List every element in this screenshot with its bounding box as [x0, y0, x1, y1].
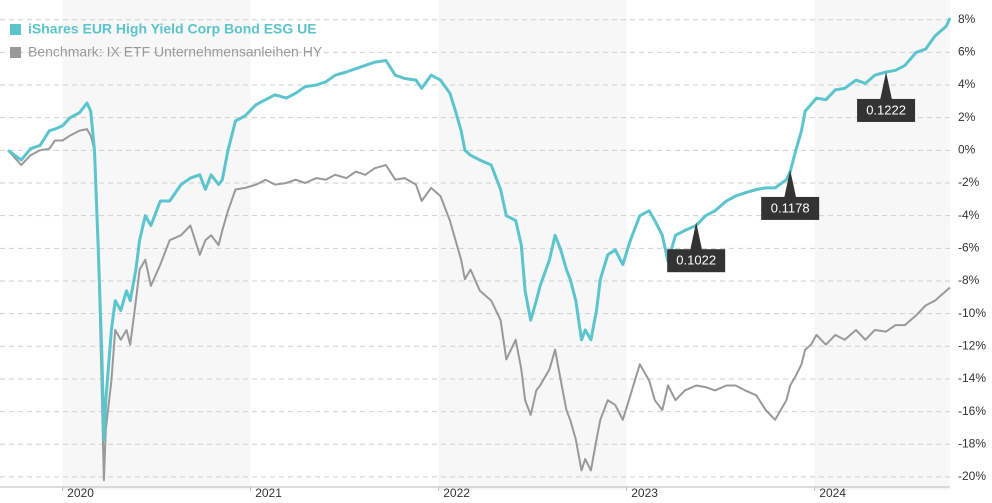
annotation-label: 0.1222 [866, 102, 906, 117]
y-tick-label: -4% [958, 208, 980, 222]
y-tick-label: -14% [958, 371, 986, 385]
annotation-pointer [880, 71, 893, 100]
y-tick-label: 2% [958, 110, 976, 124]
y-tick-label: 0% [958, 143, 976, 157]
x-tick-label: 2024 [819, 486, 846, 500]
annotation-label: 0.1178 [771, 200, 810, 215]
annotation-box [761, 196, 820, 220]
annotation-box [667, 249, 726, 273]
legend-label: iShares EUR High Yield Corp Bond ESG UE [28, 21, 317, 37]
x-tick-label: 2023 [631, 486, 658, 500]
annotation-label: 0.1022 [676, 253, 716, 268]
y-tick-label: -8% [958, 273, 980, 287]
y-tick-label: 6% [958, 45, 976, 59]
y-tick-label: -12% [958, 338, 986, 352]
y-tick-label: -6% [958, 240, 980, 254]
y-tick-label: -2% [958, 175, 980, 189]
year-band [438, 0, 627, 490]
year-band [814, 0, 950, 490]
annotation-pointer [784, 169, 797, 198]
year-band [62, 0, 251, 490]
y-tick-label: 8% [958, 12, 976, 26]
legend-label: Benchmark: IX ETF Unternehmensanleihen H… [28, 44, 323, 60]
legend-swatch [10, 47, 21, 58]
y-tick-label: -10% [958, 306, 986, 320]
x-tick-label: 2021 [255, 486, 282, 500]
y-tick-label: -18% [958, 436, 986, 450]
series-line [7, 128, 951, 482]
legend-swatch [10, 24, 21, 35]
y-tick-label: 4% [958, 77, 976, 91]
x-tick-label: 2022 [443, 486, 470, 500]
x-tick-label: 2020 [67, 486, 94, 500]
y-tick-label: -20% [958, 469, 986, 483]
series-line [7, 17, 952, 441]
y-tick-label: -16% [958, 404, 986, 418]
annotation-pointer [690, 222, 703, 251]
annotation-box [857, 98, 916, 122]
